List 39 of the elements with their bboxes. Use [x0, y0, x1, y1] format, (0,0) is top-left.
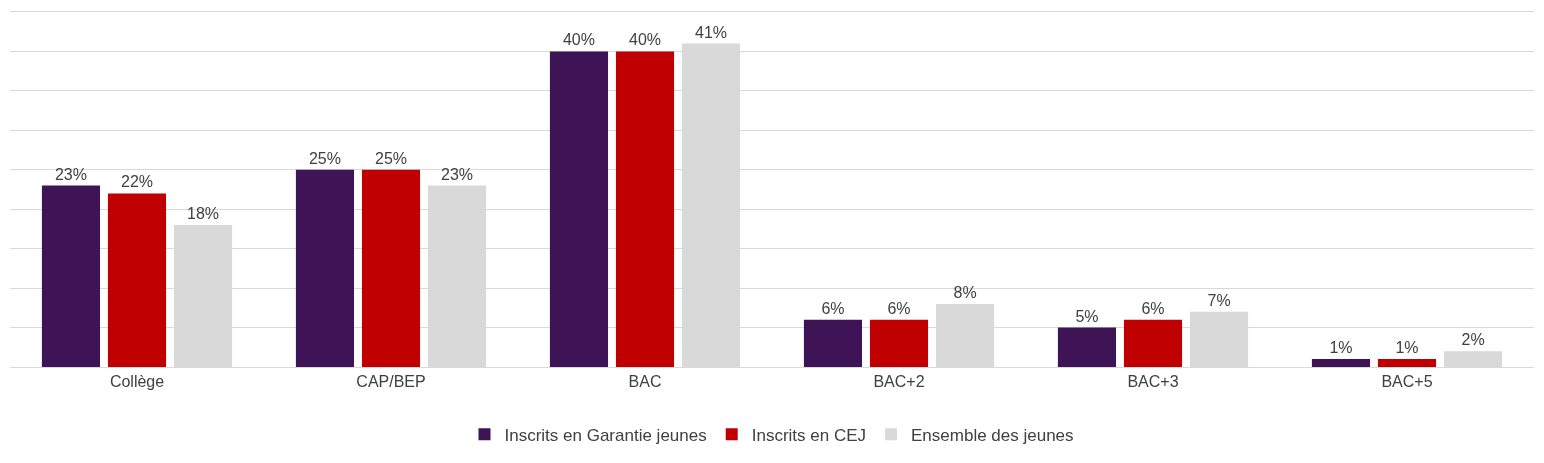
legend-label: Inscrits en CEJ	[751, 425, 867, 445]
bar	[1057, 327, 1117, 367]
x-tick-label: Collège	[109, 373, 165, 391]
x-tick-label: BAC	[628, 373, 662, 391]
data-label: 6%	[1141, 299, 1165, 317]
bar	[41, 185, 101, 367]
data-label: 40%	[562, 31, 595, 49]
x-tick-label: BAC+2	[873, 373, 925, 391]
data-label: 18%	[187, 205, 220, 222]
data-label: 6%	[887, 299, 911, 317]
data-label: 7%	[1207, 291, 1231, 309]
x-tick-label: CAP/BEP	[356, 373, 426, 391]
bar	[549, 51, 609, 367]
bar	[1123, 319, 1183, 367]
x-tick-label: BAC+5	[1381, 373, 1433, 391]
data-label: 25%	[308, 149, 341, 167]
legend-label: Inscrits en Garantie jeunes	[504, 425, 707, 445]
legend-label: Ensemble des jeunes	[911, 425, 1074, 445]
data-label: 22%	[120, 173, 154, 191]
bar	[1377, 359, 1437, 367]
bar	[803, 319, 863, 367]
data-label: 25%	[374, 149, 408, 167]
data-label: 41%	[695, 23, 728, 41]
data-label: 1%	[1329, 339, 1353, 357]
x-tick-label: BAC+3	[1127, 373, 1179, 391]
bar	[107, 193, 167, 367]
bar	[361, 169, 421, 367]
data-label: 8%	[953, 283, 977, 301]
bar	[295, 169, 355, 367]
bar	[1311, 359, 1371, 367]
data-label: 5%	[1075, 307, 1099, 325]
bar	[869, 319, 929, 367]
data-label: 23%	[54, 165, 87, 183]
bar	[615, 51, 675, 367]
data-label: 1%	[1395, 339, 1419, 357]
data-label: 6%	[821, 299, 845, 317]
data-label: 23%	[441, 165, 474, 183]
data-label: 2%	[1461, 331, 1485, 349]
data-label: 40%	[628, 31, 662, 49]
